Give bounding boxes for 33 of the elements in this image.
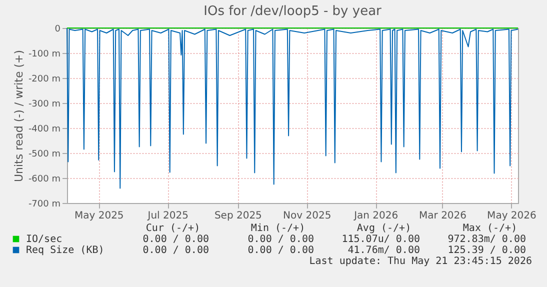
text: 41.76m/ 0.00	[348, 245, 420, 256]
x-tick-label: May 2025	[74, 210, 124, 222]
y-tick-label: 0	[54, 24, 61, 34]
text: 0.00 / 0.00	[142, 245, 209, 256]
y-tick-label: -600 m	[28, 174, 60, 184]
legend-label: IO/sec	[26, 234, 62, 245]
y-tick-label: -400 m	[28, 124, 60, 134]
text: Min (-/+)	[250, 223, 306, 234]
text: Cur (-/+)	[146, 223, 200, 234]
text: 972.83m/ 0.00	[448, 234, 526, 245]
x-tick-label: Sep 2025	[214, 210, 262, 222]
text: 115.07u/ 0.00	[342, 234, 420, 245]
x-tick-label: May 2026	[487, 210, 536, 222]
y-axis-title: Units read (-) / write (+)	[12, 50, 26, 182]
x-tick-label: Jul 2025	[146, 210, 188, 222]
y-tick-label: -300 m	[28, 100, 60, 110]
text: 0.00 / 0.00	[248, 245, 314, 256]
y-tick-label: -100 m	[28, 50, 60, 60]
line-series	[66, 28, 518, 189]
text: 0.00 / 0.00	[248, 234, 314, 245]
text: Last update: Thu May 21 23:45:15 2026	[309, 256, 532, 267]
text: Avg (-/+)	[356, 223, 412, 234]
y-tick-label: -700 m	[28, 200, 60, 210]
x-tick-label: Jan 2026	[353, 210, 398, 222]
text: Max (-/+)	[462, 223, 518, 234]
x-tick-label: Nov 2025	[283, 210, 332, 222]
chart-title: IOs for /dev/loop5 - by year	[204, 4, 382, 19]
y-tick-label: -200 m	[28, 74, 60, 84]
legend-label: Req Size (KB)	[26, 245, 104, 256]
y-tick-label: -500 m	[28, 150, 60, 160]
x-tick-label: Mar 2026	[419, 210, 467, 222]
text: 0.00 / 0.00	[142, 234, 209, 245]
text: 125.39 / 0.00	[448, 245, 526, 256]
